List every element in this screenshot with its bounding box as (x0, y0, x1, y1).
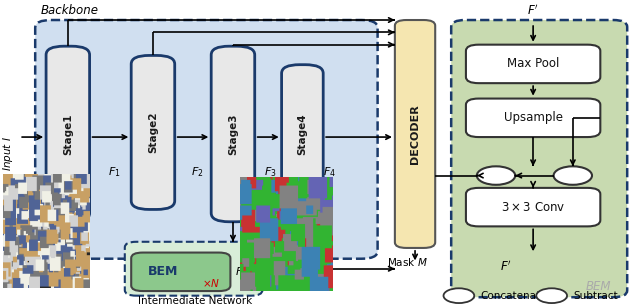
Circle shape (477, 166, 515, 185)
Text: Intermediate Network: Intermediate Network (138, 296, 252, 306)
Text: Subtract: Subtract (573, 291, 618, 301)
Text: $\times N$: $\times N$ (202, 277, 220, 289)
Text: $F_1$: $F_1$ (108, 166, 120, 179)
Text: Input $I$: Input $I$ (1, 136, 15, 172)
Text: $F_5$: $F_5$ (235, 265, 248, 278)
Text: Upsample: Upsample (504, 111, 563, 124)
Text: Stage1: Stage1 (63, 113, 73, 155)
Text: $F_4$: $F_4$ (323, 166, 336, 179)
Circle shape (444, 288, 474, 303)
Text: Backbone: Backbone (40, 4, 99, 17)
FancyBboxPatch shape (395, 20, 435, 248)
Text: Concatenate: Concatenate (481, 291, 547, 301)
FancyBboxPatch shape (211, 46, 255, 222)
FancyBboxPatch shape (451, 20, 627, 297)
Text: Stage4: Stage4 (298, 113, 307, 155)
Text: C: C (492, 171, 500, 180)
FancyBboxPatch shape (35, 20, 378, 259)
FancyBboxPatch shape (46, 46, 90, 222)
Text: $F'$: $F'$ (527, 3, 539, 18)
Text: $F'$: $F'$ (500, 259, 511, 274)
Text: Stage2: Stage2 (148, 112, 158, 153)
FancyBboxPatch shape (466, 188, 600, 226)
Circle shape (554, 166, 592, 185)
Text: DECODER: DECODER (410, 104, 420, 164)
FancyBboxPatch shape (466, 99, 600, 137)
Text: $F_3$: $F_3$ (264, 166, 276, 179)
Text: $3\times3$ Conv: $3\times3$ Conv (501, 201, 565, 214)
FancyBboxPatch shape (466, 45, 600, 83)
FancyBboxPatch shape (282, 65, 323, 203)
Text: BEM: BEM (586, 280, 611, 293)
FancyBboxPatch shape (131, 55, 175, 209)
Circle shape (536, 288, 567, 303)
Text: Stage3: Stage3 (228, 113, 238, 155)
Text: C: C (455, 291, 463, 301)
Text: BEM: BEM (148, 265, 179, 278)
FancyBboxPatch shape (131, 253, 230, 291)
Text: Max Pool: Max Pool (507, 57, 559, 71)
Text: $F_2$: $F_2$ (191, 166, 204, 179)
FancyBboxPatch shape (125, 242, 262, 296)
Text: −: − (545, 288, 558, 303)
Text: Mask $M$: Mask $M$ (387, 256, 428, 268)
Text: −: − (567, 168, 579, 183)
